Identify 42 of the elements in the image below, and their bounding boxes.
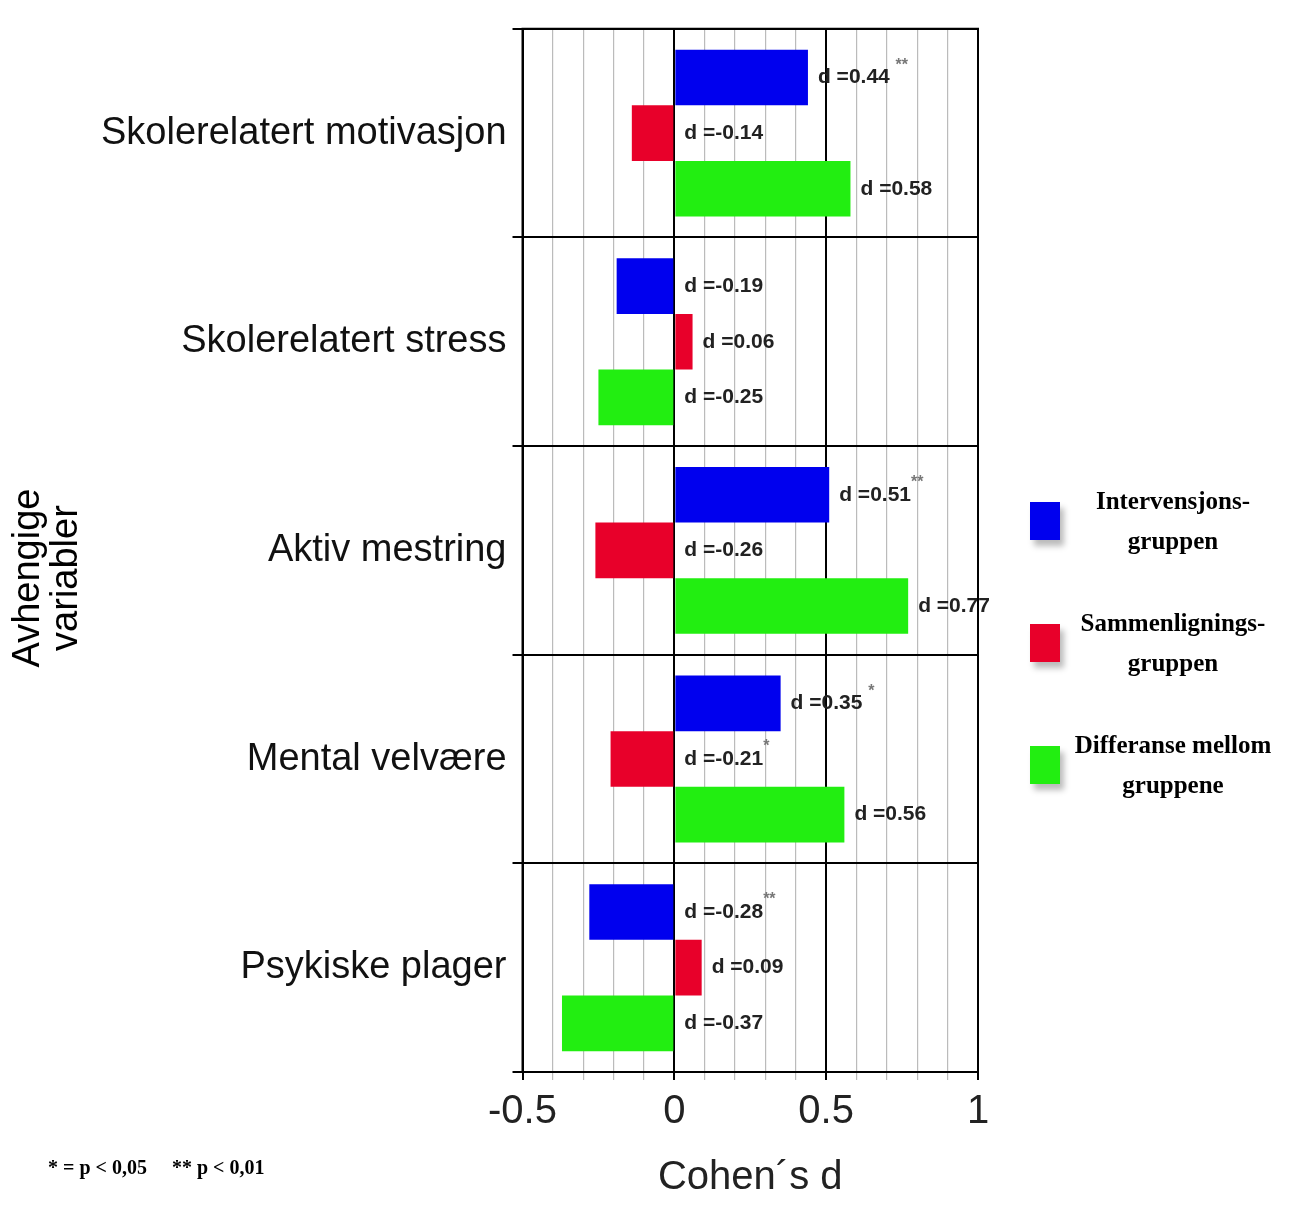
text: * = p < 0,05 ** p < 0,01 — [48, 1156, 265, 1179]
y-tick-label: Aktiv mestring — [267, 526, 507, 569]
data-label: d =-0.25 — [684, 384, 764, 408]
x-tick-label: 0.5 — [798, 1087, 854, 1132]
data-label: d =0.56 — [854, 801, 927, 825]
bar — [675, 675, 781, 732]
data-label: d =0.58 — [860, 175, 933, 199]
y-tick-label: Skolerelatert motivasjon — [101, 109, 507, 152]
bar — [598, 369, 674, 426]
bar — [610, 731, 674, 787]
data-label: d =-0.28** — [684, 890, 777, 922]
bar — [675, 786, 845, 843]
bar — [631, 105, 674, 161]
y-axis-title: Avhengige variabler — [5, 487, 85, 670]
legend-label: Sammenlignings-gruppen — [1079, 608, 1267, 678]
x-axis-title: Cohen´s d — [657, 1153, 843, 1198]
data-label: d =-0.19 — [684, 272, 764, 296]
bar — [675, 313, 693, 370]
bar — [589, 884, 674, 940]
x-tick-label: -0.5 — [488, 1087, 557, 1132]
y-tick-label: Skolerelatert stress — [181, 318, 507, 361]
y-tick-label: Mental velvære — [246, 735, 507, 778]
bar — [595, 522, 674, 579]
legend-label: Intervensjons-gruppen — [1094, 486, 1252, 556]
data-label: d =-0.26 — [684, 537, 764, 561]
bar — [675, 160, 851, 217]
bar — [675, 578, 909, 634]
data-label: d =-0.21* — [684, 737, 771, 769]
legend-label: Differanse mellom gruppene — [1073, 730, 1273, 800]
bar — [675, 466, 830, 523]
data-label: d =-0.37 — [684, 1010, 764, 1034]
bar — [675, 49, 808, 106]
data-label: d =0.51** — [839, 473, 925, 505]
x-tick-label: 0 — [663, 1087, 686, 1132]
x-tick-label: 1 — [966, 1087, 990, 1132]
y-tick-label: Psykiske plager — [240, 944, 507, 987]
data-label: d =0.06 — [702, 328, 775, 352]
bar — [616, 258, 674, 314]
data-label: d =-0.14 — [684, 119, 764, 143]
bar — [675, 939, 702, 996]
bar — [561, 995, 674, 1052]
data-label: d =0.09 — [711, 954, 784, 978]
